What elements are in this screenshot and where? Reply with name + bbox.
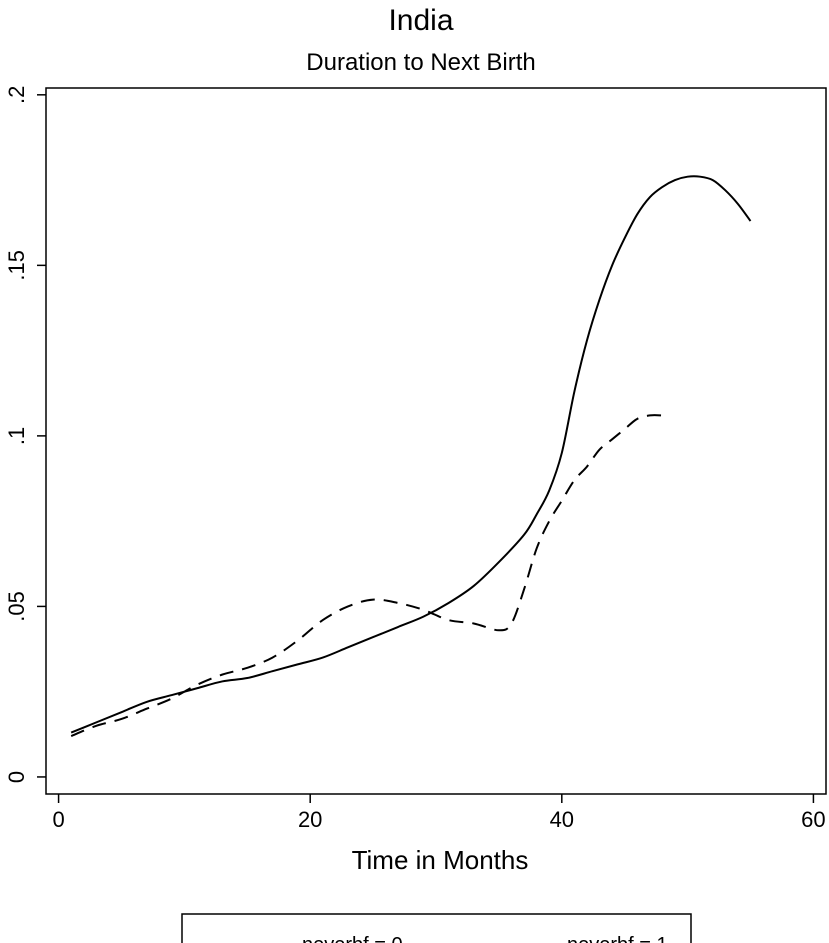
y-tick-label-.15: .15	[4, 250, 29, 281]
y-tick-label-0: 0	[4, 771, 29, 783]
y-tick-label-.2: .2	[4, 86, 29, 104]
series-layer	[70, 175, 752, 737]
x-axis-title: Time in Months	[352, 845, 529, 875]
y-tick-label-.05: .05	[4, 591, 29, 622]
series-line-neverbf-0	[70, 175, 752, 734]
y-tick-label-.1: .1	[4, 427, 29, 445]
legend-label-neverbf-0: neverbf = 0	[302, 934, 403, 943]
x-tick-label-60: 60	[801, 807, 825, 832]
x-tick-label-40: 40	[550, 807, 574, 832]
series-line-neverbf-1	[70, 414, 663, 737]
axes: 0 20 40 60 0 .05 .1 .15 .2	[4, 86, 826, 832]
x-tick-label-20: 20	[298, 807, 322, 832]
legend: neverbf = 0 neverbf = 1	[181, 913, 692, 943]
chart-subtitle: Duration to Next Birth	[306, 49, 535, 76]
x-tick-label-0: 0	[52, 807, 64, 832]
plot-frame	[45, 87, 827, 795]
legend-label-neverbf-1: neverbf = 1	[567, 934, 668, 943]
chart-title: India	[388, 4, 453, 37]
legend-box	[181, 913, 692, 943]
